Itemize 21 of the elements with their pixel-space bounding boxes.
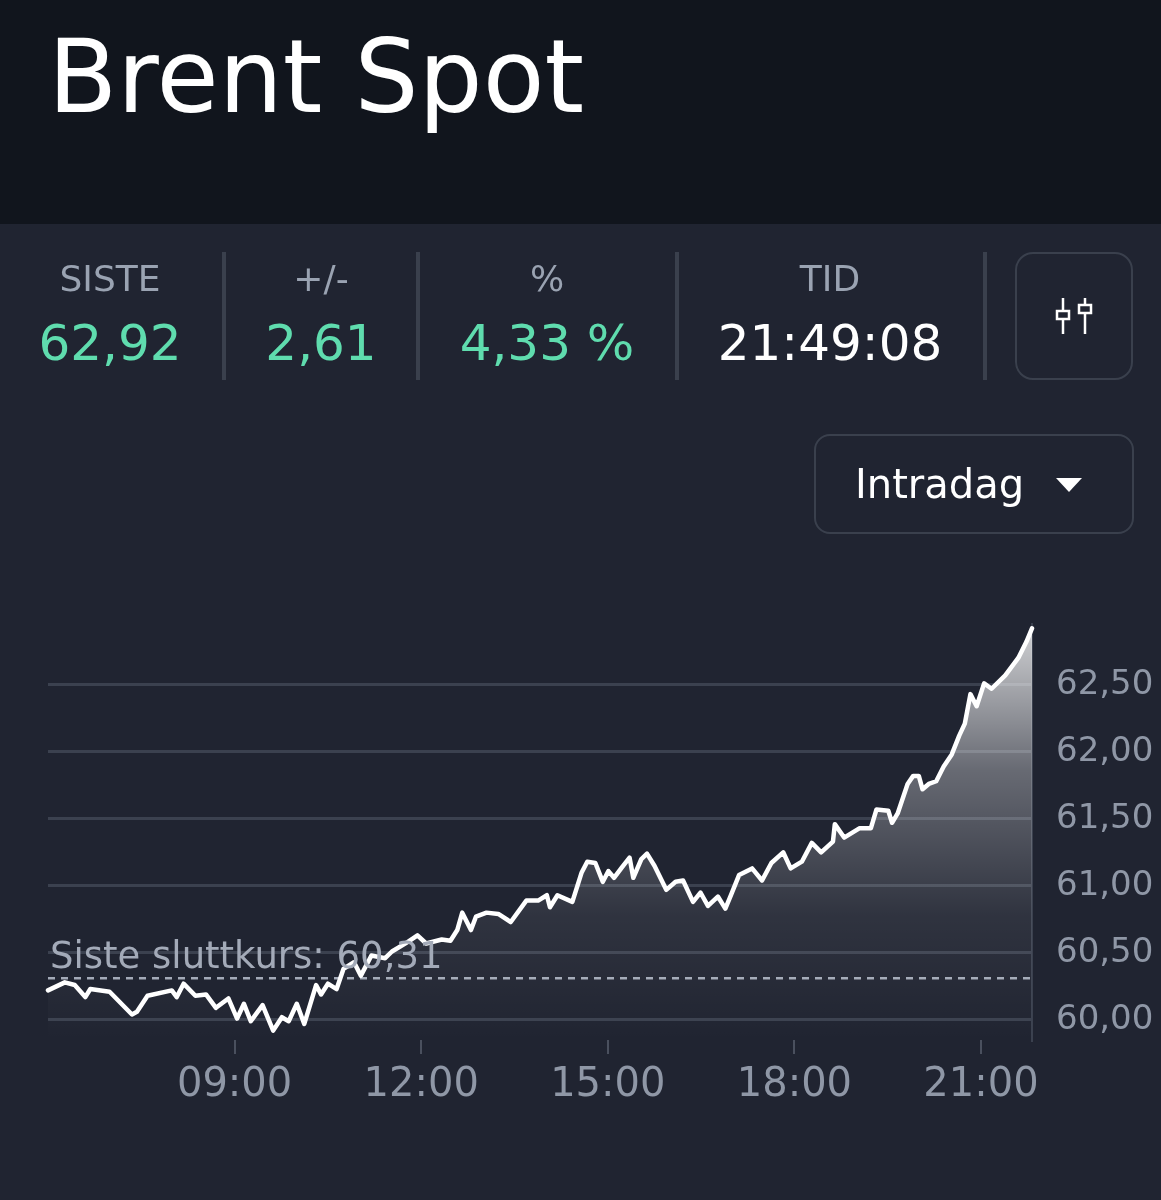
x-tick-label: 21:00 [923,1059,1039,1106]
period-dropdown: Intradag [814,434,1134,534]
y-tick-label: 60,50 [1056,929,1154,970]
y-tick-label: 62,50 [1056,661,1154,702]
y-tick-label: 61,50 [1056,795,1154,836]
text: 2,61 [264,314,378,372]
x-tick-label: 09:00 [176,1059,293,1106]
text: SISTE [58,258,162,300]
text: +/- [292,258,350,300]
text: TID [798,258,862,300]
y-tick-label: 62,00 [1056,728,1154,769]
text: 62,92 [37,314,183,372]
chart-title: Brent Spot [48,18,585,136]
x-tick-label: 15:00 [550,1059,666,1106]
x-tick-label: 12:00 [363,1059,479,1106]
text: 4,33 % [458,314,636,372]
text: % [528,258,566,300]
y-tick-label: 60,00 [1056,996,1154,1037]
y-tick-label: 61,00 [1056,862,1154,903]
x-tick-label: 18:00 [736,1059,853,1106]
text: 21:49:08 [716,314,944,372]
